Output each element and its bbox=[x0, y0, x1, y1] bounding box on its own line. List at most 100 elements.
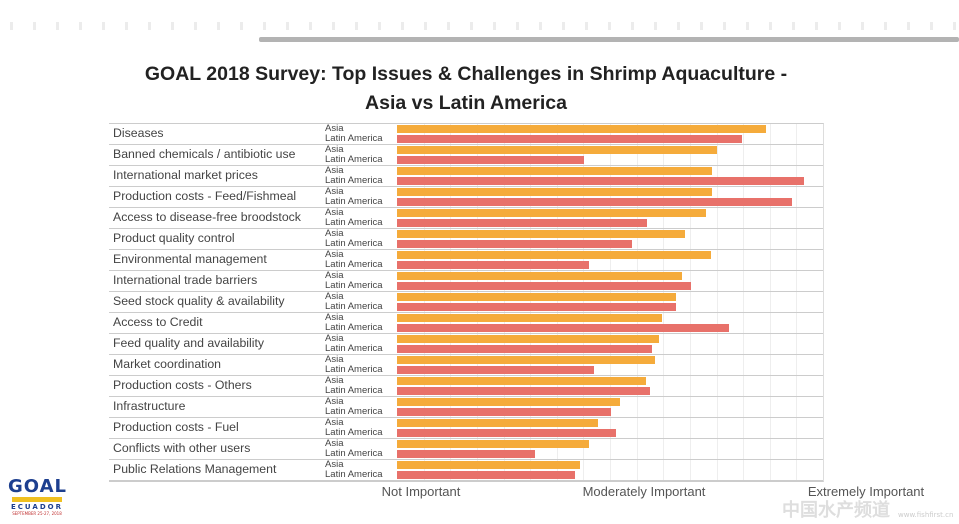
gridline bbox=[743, 124, 745, 481]
category-label: Infrastructure bbox=[113, 399, 186, 413]
category-row: Seed stock quality & availability Asia Lat… bbox=[109, 292, 823, 313]
gridline bbox=[530, 124, 532, 481]
series-label: Asia bbox=[325, 438, 344, 449]
category-row: Access to disease-free broodstock Asia Lat… bbox=[109, 208, 823, 229]
series-label: Latin America bbox=[325, 301, 383, 312]
category-label: Public Relations Management bbox=[113, 462, 277, 476]
gridline bbox=[583, 124, 585, 481]
category-label: International market prices bbox=[113, 168, 258, 182]
bar-latin-america bbox=[397, 282, 691, 290]
bar-latin-america bbox=[397, 177, 804, 185]
bar-asia bbox=[397, 440, 590, 448]
watermark: 中国水产频道 bbox=[782, 500, 890, 521]
category-row: Production costs - Fuel Asia Latin America bbox=[109, 418, 823, 439]
category-label: Access to Credit bbox=[113, 315, 203, 329]
category-label: Environmental management bbox=[113, 252, 267, 266]
bar-latin-america bbox=[397, 408, 611, 416]
series-label: Asia bbox=[325, 207, 344, 218]
series-label: Latin America bbox=[325, 322, 383, 333]
gridline bbox=[610, 124, 611, 481]
category-label: Access to disease-free broodstock bbox=[113, 210, 301, 224]
category-row: Feed quality and availability Asia Latin A… bbox=[109, 334, 823, 355]
series-label: Asia bbox=[325, 186, 344, 197]
series-label: Asia bbox=[325, 144, 344, 155]
gridline bbox=[663, 124, 665, 481]
gridline bbox=[503, 124, 505, 481]
series-label: Latin America bbox=[325, 343, 383, 354]
series-label: Latin America bbox=[325, 448, 383, 459]
gridline bbox=[636, 124, 638, 481]
title-line-2: Asia vs Latin America bbox=[365, 92, 567, 114]
category-row: Market coordination Asia Latin America bbox=[109, 355, 823, 376]
ruler bbox=[10, 22, 959, 30]
category-label: Conflicts with other users bbox=[113, 441, 251, 455]
category-row: Product quality control Asia Latin America bbox=[109, 229, 823, 250]
series-label: Asia bbox=[325, 291, 344, 302]
gridline bbox=[769, 124, 771, 481]
gridline bbox=[716, 124, 718, 481]
bar-latin-america bbox=[397, 387, 651, 395]
bar-asia bbox=[397, 314, 662, 322]
series-label: Latin America bbox=[325, 385, 383, 396]
series-label: Asia bbox=[325, 459, 344, 470]
series-label: Asia bbox=[325, 165, 344, 176]
bar-asia bbox=[397, 461, 581, 469]
series-label: Latin America bbox=[325, 154, 383, 165]
series-label: Asia bbox=[325, 228, 344, 239]
bar-latin-america bbox=[397, 240, 633, 248]
category-row: International trade barriers Asia Latin Am… bbox=[109, 271, 823, 292]
series-label: Latin America bbox=[325, 280, 383, 291]
gridline bbox=[689, 124, 691, 481]
series-label: Latin America bbox=[325, 133, 383, 144]
series-label: Asia bbox=[325, 312, 344, 323]
series-label: Asia bbox=[325, 249, 344, 260]
plot-area: Diseases Asia Latin America Banned chemical… bbox=[109, 123, 824, 482]
category-row: Banned chemicals / antibiotic use Asia Lat… bbox=[109, 145, 823, 166]
bar-asia bbox=[397, 377, 647, 385]
gridline bbox=[796, 124, 798, 481]
bar-asia bbox=[397, 335, 659, 343]
bar-latin-america bbox=[397, 198, 792, 206]
chart-title: GOAL 2018 Survey: Top Issues & Challenge… bbox=[40, 60, 892, 118]
series-label: Asia bbox=[325, 375, 344, 386]
category-label: Feed quality and availability bbox=[113, 336, 265, 350]
series-label: Latin America bbox=[325, 469, 383, 480]
x-tick-label: Extremely Important bbox=[807, 484, 925, 499]
bar-latin-america bbox=[397, 156, 585, 164]
series-label: Latin America bbox=[325, 196, 383, 207]
logo-text: GOAL bbox=[8, 476, 67, 497]
title-line-1: GOAL 2018 Survey: Top Issues & Challenge… bbox=[144, 63, 788, 85]
bar-asia bbox=[397, 356, 656, 364]
category-row: International market prices Asia Latin Ame… bbox=[109, 166, 823, 187]
category-label: Production costs - Fuel bbox=[113, 420, 239, 434]
bar-asia bbox=[397, 272, 682, 280]
gridline bbox=[450, 124, 452, 481]
bar-asia bbox=[397, 398, 620, 406]
category-label: Banned chemicals / antibiotic use bbox=[113, 147, 296, 161]
category-label: Product quality control bbox=[113, 231, 235, 245]
bar-latin-america bbox=[397, 450, 536, 458]
bar-asia bbox=[397, 146, 717, 154]
x-tick-label: Not Important bbox=[381, 484, 461, 499]
gridline bbox=[556, 124, 558, 481]
goal-logo: GOAL ECUADOR SEPTEMBER 25-27, 2018 bbox=[8, 476, 67, 517]
category-row: Environmental management Asia Latin Americ… bbox=[109, 250, 823, 271]
series-label: Asia bbox=[325, 354, 344, 365]
logo-sub: ECUADOR bbox=[11, 503, 63, 511]
series-label: Asia bbox=[325, 417, 344, 428]
bar-asia bbox=[397, 125, 766, 133]
bar-asia bbox=[397, 293, 677, 301]
series-label: Asia bbox=[325, 270, 344, 281]
bar-latin-america bbox=[397, 345, 653, 353]
series-label: Asia bbox=[325, 123, 344, 134]
bar-latin-america bbox=[397, 366, 594, 374]
series-label: Latin America bbox=[325, 175, 383, 186]
bar-latin-america bbox=[397, 471, 576, 479]
series-label: Asia bbox=[325, 333, 344, 344]
scrollbar[interactable] bbox=[259, 37, 959, 42]
category-row: Access to Credit Asia Latin America bbox=[109, 313, 823, 334]
series-label: Latin America bbox=[325, 259, 383, 270]
category-row: Production costs - Others Asia Latin Ameri… bbox=[109, 376, 823, 397]
gridline bbox=[476, 124, 478, 481]
category-row: Infrastructure Asia Latin America bbox=[109, 397, 823, 418]
